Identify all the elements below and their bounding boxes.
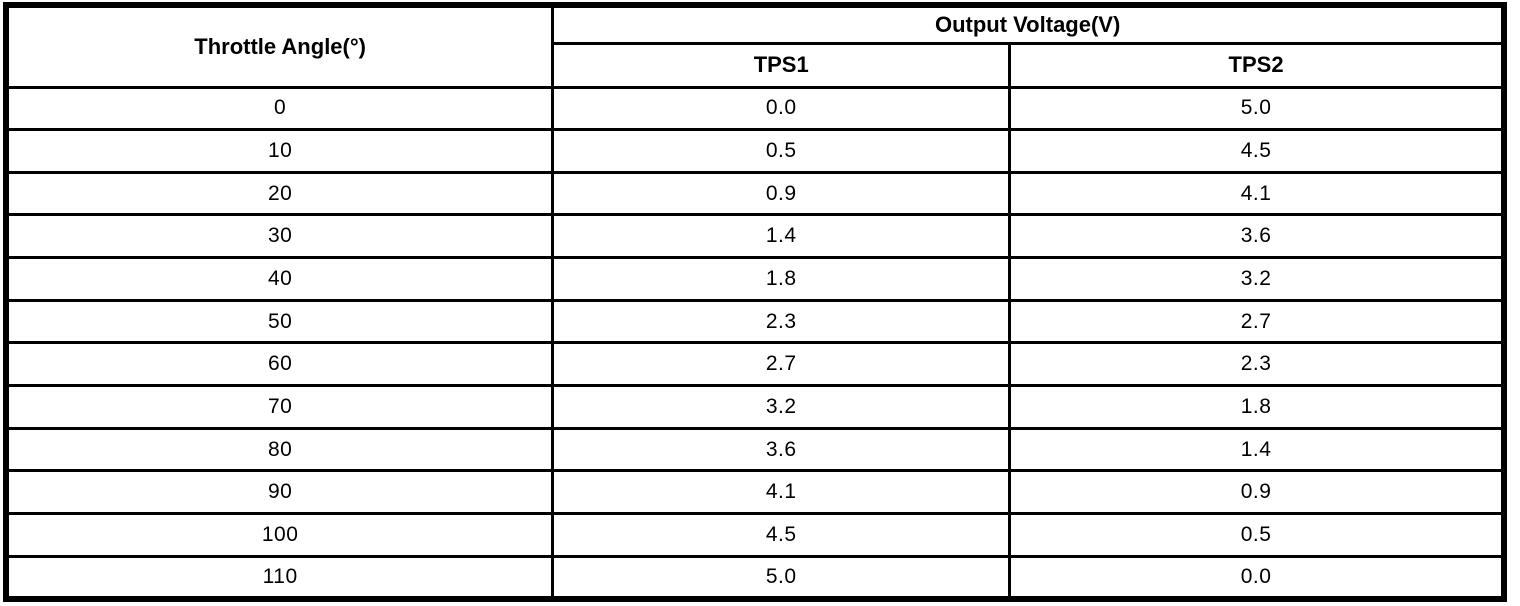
tps2-cell: 0.9 <box>1008 469 1506 516</box>
table-row: 60 2.7 2.3 <box>4 341 1506 388</box>
tps2-cell: 0.5 <box>1008 512 1506 558</box>
angle-cell: 10 <box>4 128 555 174</box>
table-row: 90 4.1 0.9 <box>4 469 1506 516</box>
angle-cell: 100 <box>4 512 555 558</box>
table-row: 40 1.8 3.2 <box>4 256 1506 302</box>
tps2-cell: 0.0 <box>1008 554 1506 601</box>
angle-cell: 40 <box>4 256 555 302</box>
output-voltage-header: Output Voltage(V) <box>551 3 1506 45</box>
table-row: 50 2.3 2.7 <box>4 298 1506 345</box>
tps1-cell: 1.8 <box>551 256 1012 302</box>
tps2-cell: 2.7 <box>1008 298 1506 345</box>
tps1-cell: 5.0 <box>551 554 1012 601</box>
table-row: 20 0.9 4.1 <box>4 170 1506 217</box>
table-row: 80 3.6 1.4 <box>4 426 1506 473</box>
angle-cell: 60 <box>4 341 555 388</box>
table-row: 0 0.0 5.0 <box>4 85 1506 132</box>
angle-cell: 50 <box>4 298 555 345</box>
angle-cell: 90 <box>4 469 555 516</box>
angle-cell: 70 <box>4 384 555 430</box>
header-row-group: Throttle Angle(°) Output Voltage(V) <box>4 3 1506 89</box>
table-row: 70 3.2 1.8 <box>4 384 1506 430</box>
tps1-cell: 2.3 <box>551 298 1012 345</box>
tps1-cell: 3.6 <box>551 426 1012 473</box>
tps2-cell: 1.4 <box>1008 426 1506 473</box>
tps2-cell: 2.3 <box>1008 341 1506 388</box>
tps1-header: TPS1 <box>551 41 1012 89</box>
tps2-cell: 3.6 <box>1008 213 1506 260</box>
tps1-cell: 0.0 <box>551 85 1012 132</box>
table-row: 110 5.0 0.0 <box>4 554 1506 601</box>
throttle-angle-header: Throttle Angle(°) <box>4 3 555 89</box>
angle-cell: 20 <box>4 170 555 217</box>
table-row: 30 1.4 3.6 <box>4 213 1506 260</box>
tps2-cell: 1.8 <box>1008 384 1506 430</box>
table-row: 100 4.5 0.5 <box>4 512 1506 558</box>
tps-output-voltage-table: Throttle Angle(°) Output Voltage(V) TPS1… <box>3 2 1507 602</box>
header-row-sub: TPS1 TPS2 <box>6 41 1506 89</box>
tps2-header: TPS2 <box>1008 41 1506 89</box>
angle-cell: 80 <box>4 426 555 473</box>
tps2-cell: 4.1 <box>1008 170 1506 217</box>
tps1-cell: 2.7 <box>551 341 1012 388</box>
tps2-cell: 5.0 <box>1008 85 1506 132</box>
tps1-cell: 4.1 <box>551 469 1012 516</box>
angle-cell: 0 <box>4 85 555 132</box>
tps1-cell: 1.4 <box>551 213 1012 260</box>
tps1-cell: 0.9 <box>551 170 1012 217</box>
tps2-cell: 3.2 <box>1008 256 1506 302</box>
angle-cell: 110 <box>4 554 555 601</box>
tps1-cell: 4.5 <box>551 512 1012 558</box>
tps1-cell: 3.2 <box>551 384 1012 430</box>
tps1-cell: 0.5 <box>551 128 1012 174</box>
tps2-cell: 4.5 <box>1008 128 1506 174</box>
table-row: 10 0.5 4.5 <box>4 128 1506 174</box>
angle-cell: 30 <box>4 213 555 260</box>
